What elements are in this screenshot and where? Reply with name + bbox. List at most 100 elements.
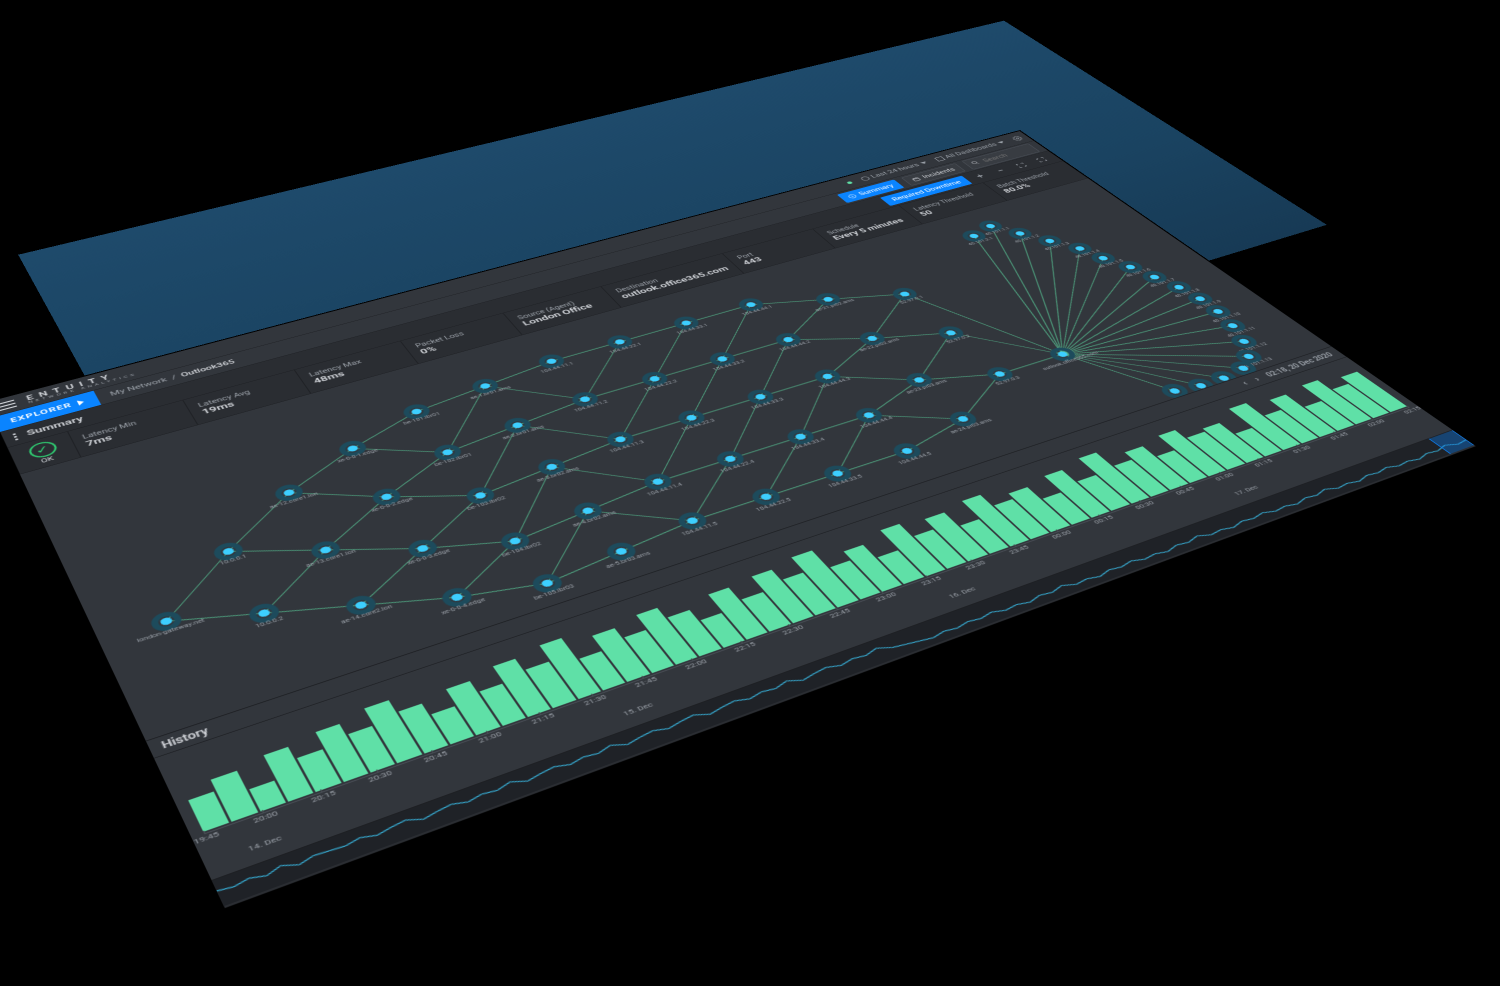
network-node[interactable]: ae-3.br02.ams: [527, 455, 581, 483]
history-bar[interactable]: [1079, 453, 1150, 504]
history-bar[interactable]: [249, 781, 286, 812]
network-node[interactable]: 104.44.33.5: [816, 463, 864, 489]
history-bar[interactable]: [624, 630, 674, 673]
network-node[interactable]: xe-0-0-4.edge: [431, 584, 487, 616]
history-bar[interactable]: [880, 524, 946, 577]
network-node[interactable]: 104.44.33.4: [780, 426, 828, 451]
history-bar[interactable]: [479, 684, 526, 726]
history-bar[interactable]: [493, 659, 551, 717]
network-node[interactable]: 104.44.33.3: [740, 387, 785, 410]
history-bar[interactable]: [960, 519, 1009, 554]
network-node[interactable]: 52.97.0.1: [889, 287, 926, 306]
menu-icon[interactable]: [0, 399, 17, 411]
network-node[interactable]: 104.44.33.2: [702, 350, 746, 372]
network-node[interactable]: 104.44.44.2: [769, 331, 813, 353]
history-bar[interactable]: [1157, 450, 1207, 483]
history-bar[interactable]: [668, 610, 721, 656]
history-bar[interactable]: [742, 592, 791, 631]
history-bar[interactable]: [1114, 460, 1169, 497]
network-node[interactable]: ae-24.pr03.ams: [937, 408, 993, 435]
history-bar[interactable]: [264, 747, 314, 802]
network-node[interactable]: ae-1.br01.ams: [461, 376, 512, 401]
status-indicator[interactable]: [846, 181, 853, 184]
history-bar[interactable]: [843, 545, 902, 592]
network-node[interactable]: be-104.ibr02: [492, 529, 543, 558]
network-node[interactable]: 104.44.11.2: [564, 390, 609, 414]
history-bar[interactable]: [431, 706, 474, 745]
network-node[interactable]: 104.44.44.4: [848, 405, 895, 429]
history-bar[interactable]: [348, 726, 395, 772]
history-bar[interactable]: [1158, 430, 1226, 477]
history-bar[interactable]: [297, 749, 341, 792]
history-bar[interactable]: [1202, 423, 1263, 463]
network-node[interactable]: 104.44.22.4: [709, 448, 757, 474]
network-node[interactable]: ae-5.br03.ams: [595, 538, 652, 569]
network-node[interactable]: ae-2.br01.ams: [493, 414, 546, 441]
time-tick: 00:45: [1174, 485, 1197, 496]
history-bar[interactable]: [1078, 475, 1130, 511]
network-edge: [518, 404, 621, 461]
network-node[interactable]: 104.44.22.2: [634, 369, 679, 392]
history-bar[interactable]: [1187, 432, 1244, 470]
network-node[interactable]: 104.44.11.4: [636, 471, 685, 498]
network-node[interactable]: 104.44.11.3: [599, 429, 645, 454]
history-bar[interactable]: [962, 495, 1029, 547]
history-bar[interactable]: [579, 651, 625, 690]
search-icon: [969, 160, 982, 166]
history-bar[interactable]: [1044, 470, 1110, 518]
history-bar[interactable]: [398, 704, 448, 754]
history-bar[interactable]: [315, 724, 368, 782]
history-bar[interactable]: [700, 613, 745, 648]
calendar-icon: [910, 176, 922, 181]
history-bar[interactable]: [914, 529, 967, 568]
network-node[interactable]: ae-21.pr02.ams: [804, 290, 856, 313]
network-node[interactable]: be-102.ibr01: [425, 442, 473, 468]
network-node[interactable]: ae-22.pr02.ams: [848, 328, 901, 352]
network-node[interactable]: 10.0.0.1: [212, 542, 248, 567]
network-node[interactable]: xe-0-0-1.edge: [329, 438, 379, 465]
network-node[interactable]: 10.0.0.2: [247, 603, 285, 630]
history-bar[interactable]: [708, 588, 768, 640]
history-bar[interactable]: [446, 681, 500, 735]
history-bar[interactable]: [925, 513, 988, 562]
history-bar[interactable]: [1235, 428, 1282, 457]
network-node[interactable]: 104.44.22.1: [600, 333, 643, 355]
history-bar[interactable]: [994, 499, 1049, 539]
network-node[interactable]: 104.44.33.1: [667, 314, 710, 335]
history-bar[interactable]: [636, 608, 698, 665]
network-node[interactable]: ae-14.core2.lon: [332, 591, 394, 625]
network-node[interactable]: ae-12.core1.lon: [262, 480, 320, 510]
history-bar[interactable]: [211, 771, 258, 822]
network-node[interactable]: ae-13.core1.lon: [297, 537, 357, 569]
history-bar[interactable]: [751, 570, 813, 623]
network-node[interactable]: 104.44.11.1: [531, 352, 575, 374]
network-node[interactable]: xe-0-0-3.edge: [398, 536, 452, 566]
network-node[interactable]: xe-0-0-2.edge: [362, 485, 414, 513]
history-bar[interactable]: [830, 561, 880, 600]
network-node[interactable]: 104.44.44.5: [886, 441, 934, 466]
history-bar[interactable]: [783, 573, 836, 616]
history-bar[interactable]: [878, 550, 924, 584]
settings-icon[interactable]: [1010, 135, 1024, 141]
network-node[interactable]: ae-23.pr03.ams: [894, 369, 949, 395]
network-node[interactable]: 104.44.44.3: [807, 367, 852, 390]
history-bar[interactable]: [1043, 492, 1091, 524]
history-bar[interactable]: [365, 701, 422, 764]
history-bar[interactable]: [592, 628, 649, 682]
network-node[interactable]: be-101.ibr01: [395, 402, 442, 426]
network-node[interactable]: 104.44.44.1: [732, 296, 774, 317]
network-node[interactable]: 104.44.11.5: [670, 509, 719, 537]
network-node[interactable]: 104.44.22.3: [671, 408, 717, 432]
kebab-menu-icon[interactable]: [12, 433, 18, 440]
network-node[interactable]: be-103.ibr02: [457, 484, 507, 511]
network-node[interactable]: 52.97.0.2: [934, 325, 972, 345]
history-bar[interactable]: [188, 792, 229, 832]
history-bar[interactable]: [1125, 446, 1188, 489]
network-node[interactable]: london-gateway.net: [129, 604, 206, 643]
history-bar[interactable]: [539, 638, 601, 699]
history-bar[interactable]: [792, 551, 859, 608]
history-bar[interactable]: [1009, 487, 1070, 532]
network-node[interactable]: ae-4.br02.ams: [562, 499, 618, 529]
history-bar[interactable]: [526, 662, 576, 708]
network-node[interactable]: 104.44.22.5: [744, 486, 793, 513]
